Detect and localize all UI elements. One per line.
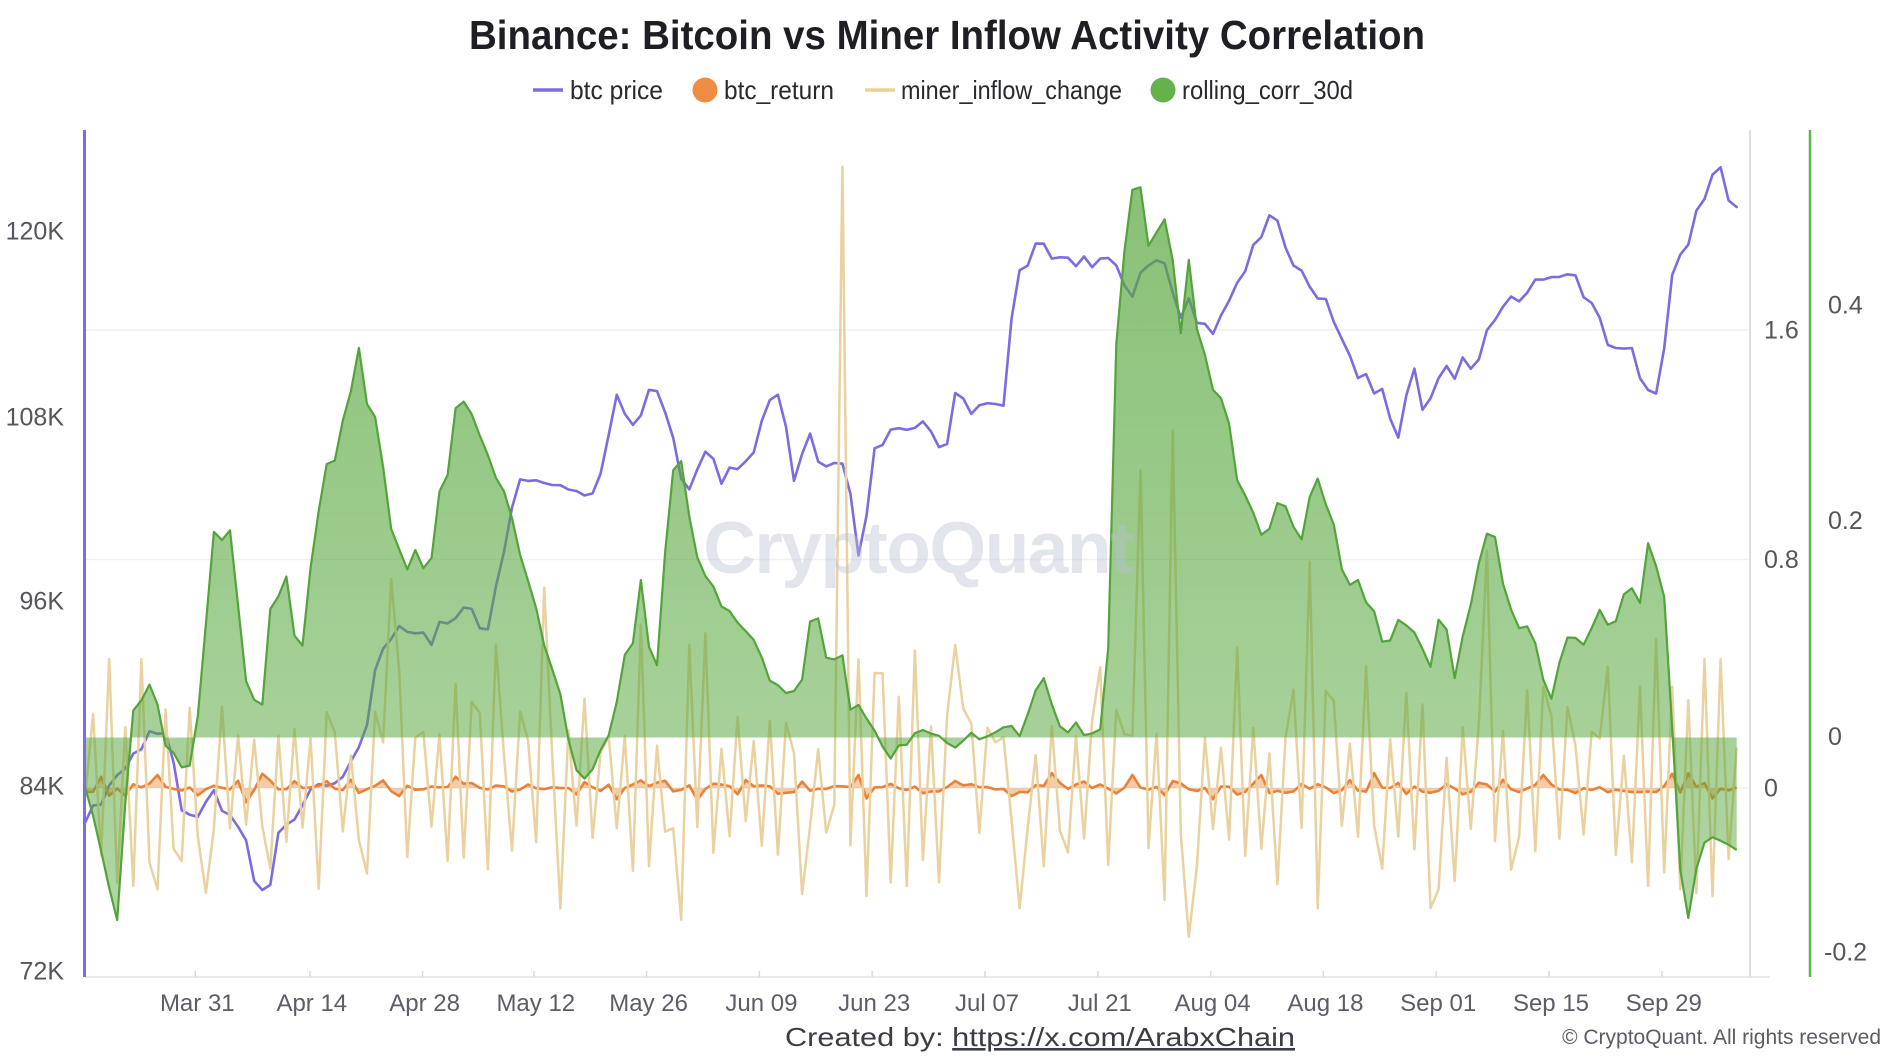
svg-text:Sep 01: Sep 01 — [1400, 990, 1476, 1017]
svg-text:Created by: https://x.com/Arab: Created by: https://x.com/ArabxChain — [785, 1022, 1295, 1052]
svg-text:0: 0 — [1764, 775, 1778, 803]
svg-text:Jun 23: Jun 23 — [838, 990, 910, 1017]
svg-text:btc_return: btc_return — [724, 75, 834, 105]
svg-text:miner_inflow_change: miner_inflow_change — [901, 75, 1122, 105]
svg-text:May 12: May 12 — [496, 990, 575, 1017]
svg-text:72K: 72K — [20, 958, 65, 986]
svg-text:1.6: 1.6 — [1764, 317, 1799, 345]
svg-text:120K: 120K — [6, 218, 65, 246]
svg-text:0.4: 0.4 — [1828, 292, 1863, 320]
svg-text:btc price: btc price — [570, 75, 663, 105]
svg-text:Mar 31: Mar 31 — [160, 990, 235, 1017]
svg-text:Binance: Bitcoin vs Miner Infl: Binance: Bitcoin vs Miner Inflow Activit… — [469, 12, 1425, 58]
svg-text:Sep 15: Sep 15 — [1513, 990, 1589, 1017]
svg-text:Aug 04: Aug 04 — [1175, 990, 1251, 1017]
svg-text:rolling_corr_30d: rolling_corr_30d — [1182, 75, 1353, 105]
svg-text:© CryptoQuant. All rights rese: © CryptoQuant. All rights reserved — [1562, 1026, 1881, 1049]
svg-text:96K: 96K — [20, 588, 65, 616]
svg-text:0.8: 0.8 — [1764, 546, 1799, 574]
svg-text:0.2: 0.2 — [1828, 507, 1863, 535]
svg-text:Jun 09: Jun 09 — [725, 990, 797, 1017]
svg-text:0: 0 — [1828, 723, 1842, 751]
svg-text:CryptoQuant: CryptoQuant — [703, 508, 1134, 589]
svg-text:May 26: May 26 — [609, 990, 688, 1017]
svg-text:Apr 14: Apr 14 — [276, 990, 347, 1017]
svg-text:Apr 28: Apr 28 — [389, 990, 460, 1017]
svg-text:-0.2: -0.2 — [1824, 939, 1867, 967]
svg-text:Sep 29: Sep 29 — [1626, 990, 1702, 1017]
svg-text:Jul 21: Jul 21 — [1068, 990, 1132, 1017]
svg-text:Aug 18: Aug 18 — [1287, 990, 1363, 1017]
svg-text:84K: 84K — [20, 773, 65, 801]
svg-text:108K: 108K — [6, 404, 65, 432]
svg-text:Jul 07: Jul 07 — [955, 990, 1019, 1017]
